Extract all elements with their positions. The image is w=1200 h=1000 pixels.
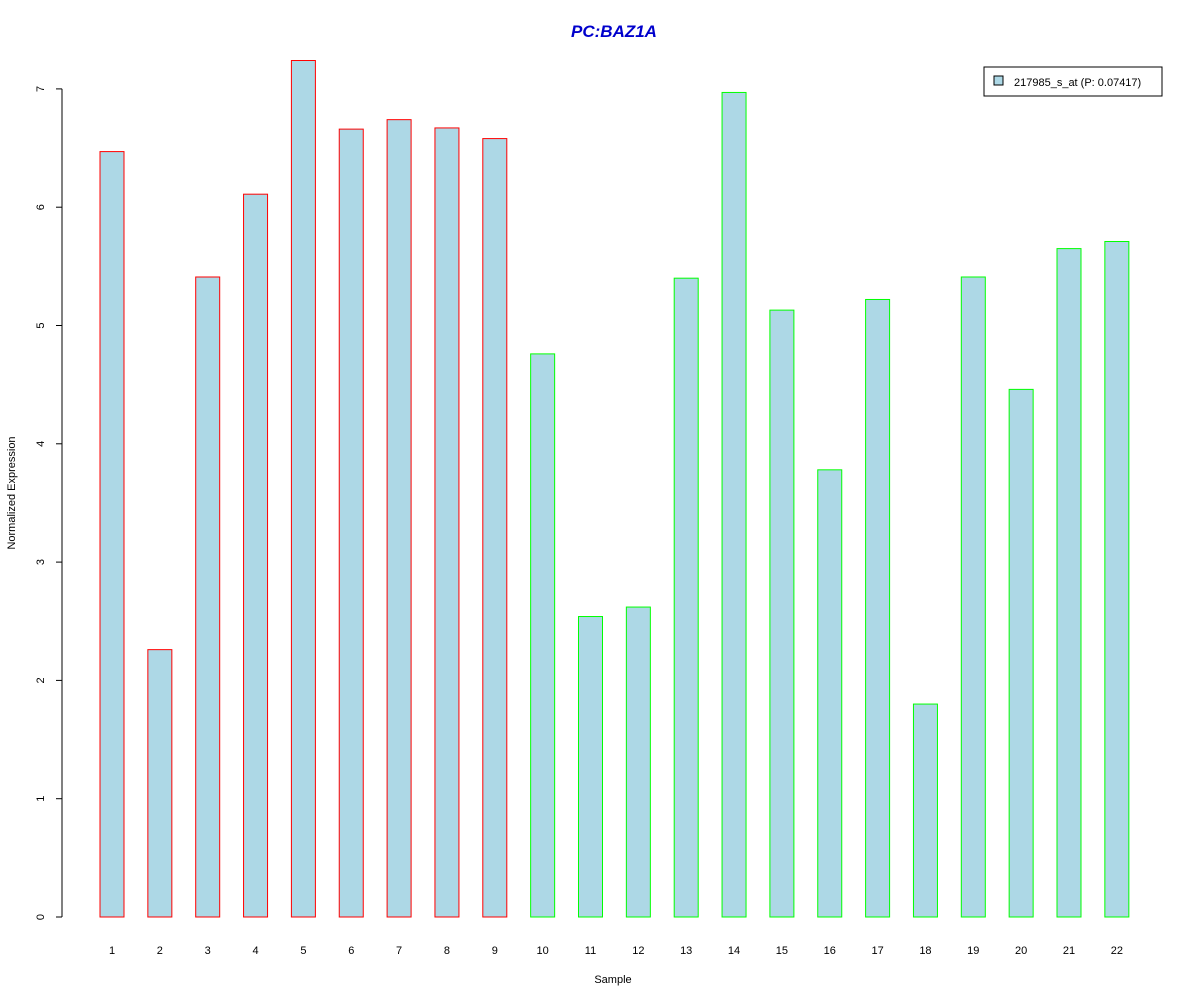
y-axis-label: Normalized Expression [6, 436, 18, 549]
x-tick-label: 5 [300, 945, 306, 957]
legend-swatch [993, 75, 1004, 86]
bar-10 [530, 353, 556, 918]
x-tick-label: 13 [680, 945, 692, 957]
x-tick-label: 17 [871, 945, 883, 957]
bar-9 [482, 138, 508, 918]
x-tick-label: 18 [919, 945, 931, 957]
chart-title: PC:BAZ1A [571, 22, 657, 41]
y-axis: 0 1 2 3 4 5 6 7 [35, 86, 63, 920]
x-axis-label: Sample [594, 974, 631, 986]
x-tick-label: 1 [109, 945, 115, 957]
x-tick-label: 14 [728, 945, 740, 957]
y-tick-label: 1 [35, 796, 47, 802]
bar-18 [912, 703, 938, 918]
y-tick-label: 4 [35, 441, 47, 447]
x-tick-label: 21 [1063, 945, 1075, 957]
bar-6 [338, 128, 364, 918]
bar-3 [195, 276, 221, 918]
bar-15 [769, 309, 795, 918]
legend: 217985_s_at (P: 0.07417) [983, 66, 1163, 97]
bar-17 [865, 298, 891, 918]
bar-1 [99, 151, 125, 918]
x-tick-label: 6 [348, 945, 354, 957]
y-tick-label: 2 [35, 677, 47, 683]
bar-8 [434, 127, 460, 918]
x-tick-labels: 1 2 3 4 5 6 7 8 9 10 11 12 13 14 15 16 17 18 19 20 21 22 [109, 945, 1123, 957]
x-tick-label: 3 [205, 945, 211, 957]
y-tick-label: 6 [35, 204, 47, 210]
bars [99, 60, 1130, 918]
x-tick-label: 15 [776, 945, 788, 957]
bar-12 [625, 606, 651, 918]
bar-16 [817, 469, 843, 918]
x-tick-label: 11 [585, 945, 596, 957]
bar-14 [721, 91, 747, 918]
y-tick-label: 3 [35, 559, 47, 565]
bar-20 [1008, 388, 1034, 918]
bar-13 [673, 277, 699, 918]
x-tick-label: 12 [632, 945, 644, 957]
x-tick-label: 7 [396, 945, 402, 957]
x-tick-label: 4 [252, 945, 258, 957]
x-tick-label: 19 [967, 945, 979, 957]
bar-5 [290, 60, 316, 918]
bar-19 [960, 276, 986, 918]
x-tick-label: 2 [157, 945, 163, 957]
bar-4 [243, 193, 269, 918]
x-tick-label: 22 [1111, 945, 1123, 957]
x-tick-label: 20 [1015, 945, 1027, 957]
bar-11 [578, 616, 603, 918]
y-tick-label: 5 [35, 322, 47, 328]
x-tick-label: 9 [492, 945, 498, 957]
legend-box [983, 66, 1163, 97]
legend-label: 217985_s_at (P: 0.07417) [1014, 77, 1141, 89]
bar-21 [1056, 248, 1082, 918]
y-tick-label: 0 [35, 914, 47, 920]
x-tick-label: 8 [444, 945, 450, 957]
y-tick-label: 7 [35, 86, 47, 92]
bar-22 [1104, 241, 1130, 918]
x-tick-label: 16 [824, 945, 836, 957]
x-tick-label: 10 [537, 945, 549, 957]
bar-2 [147, 649, 173, 918]
bar-7 [386, 119, 412, 918]
